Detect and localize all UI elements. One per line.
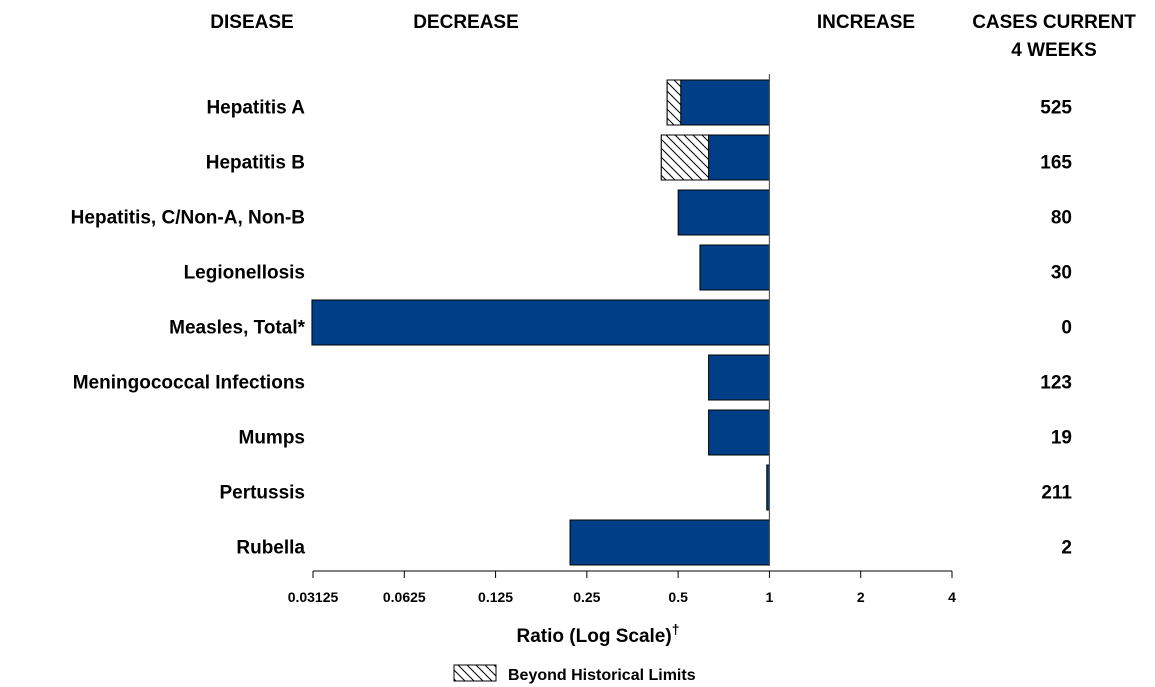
header-increase: INCREASE (817, 12, 915, 33)
header-cases-line1: CASES CURRENT (972, 12, 1136, 33)
bar (699, 244, 770, 291)
x-tick-label: 0.125 (478, 589, 513, 605)
header-cases-line2: 4 WEEKS (1011, 40, 1097, 61)
category-label: Meningococcal Infections (73, 373, 305, 394)
legend-label: Beyond Historical Limits (508, 667, 696, 684)
bar (677, 189, 770, 236)
axis-title: Ratio (Log Scale)† (517, 621, 680, 647)
category-label: Mumps (239, 428, 306, 449)
case-count: 525 (1040, 98, 1072, 119)
case-count: 80 (1051, 208, 1072, 229)
x-tick-label: 0.25 (573, 589, 600, 605)
legend-hatch-swatch (453, 664, 497, 682)
category-label: Hepatitis A (206, 98, 305, 119)
x-tick-label: 0.0625 (383, 589, 426, 605)
x-tick-label: 0.03125 (288, 589, 339, 605)
x-tick-label: 1 (766, 589, 774, 605)
case-count: 30 (1051, 263, 1072, 284)
x-tick-label: 0.5 (668, 589, 688, 605)
axis-title-dagger: † (672, 621, 680, 637)
category-label: Measles, Total* (169, 318, 305, 339)
case-count: 2 (1061, 538, 1072, 559)
bar (708, 409, 770, 456)
case-count: 19 (1051, 428, 1072, 449)
category-label: Pertussis (219, 483, 305, 504)
bar (666, 79, 770, 126)
category-label: Legionellosis (184, 263, 305, 284)
header-disease: DISEASE (210, 12, 293, 33)
bar (311, 299, 770, 346)
case-count: 211 (1041, 483, 1072, 504)
case-count: 165 (1040, 153, 1072, 174)
category-label: Hepatitis B (206, 153, 305, 174)
x-tick-label: 4 (948, 589, 956, 605)
x-tick-label: 2 (857, 589, 865, 605)
bar-rows: Hepatitis A 525 Hepatitis B 165 Hepatitis, C… (71, 79, 1072, 566)
header-decrease: DECREASE (413, 12, 519, 33)
case-count: 0 (1061, 318, 1072, 339)
bar-beyond-historical-limits (660, 134, 710, 181)
case-count: 123 (1040, 373, 1072, 394)
bar (708, 354, 770, 401)
category-label: Rubella (236, 538, 305, 559)
x-axis-ticks: 0.03125 0.0625 0.125 0.25 0.5 1 2 4 (288, 571, 956, 605)
bar-beyond-historical-limits (666, 79, 682, 126)
category-label: Hepatitis, C/Non-A, Non-B (71, 208, 305, 229)
bar (569, 519, 770, 566)
